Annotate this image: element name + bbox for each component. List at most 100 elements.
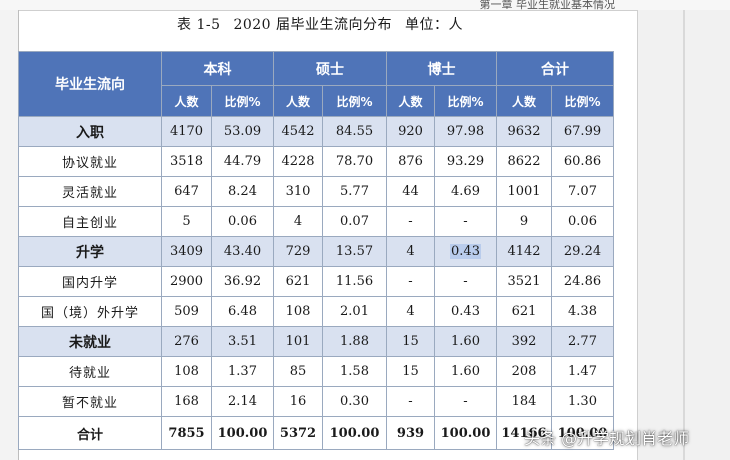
left-margin <box>0 10 18 460</box>
pct-header: 比例% <box>551 85 614 117</box>
row-label: 待就业 <box>18 356 162 387</box>
header-sub-row: 人数 比例% 人数 比例% 人数 比例% 人数 比例% <box>19 85 614 117</box>
cell-total-count: 392 <box>496 326 552 357</box>
cell-undergrad-count: 2900 <box>161 266 212 297</box>
cell-total-count: 9 <box>496 206 552 237</box>
cell-master-count: 101 <box>273 326 323 357</box>
group-header-undergrad: 本科 <box>161 51 274 86</box>
table-row: 灵活就业 647 8.24 310 5.77 44 4.69 1001 7.07 <box>18 176 614 207</box>
pct-header: 比例% <box>211 85 274 117</box>
table-row: 协议就业 3518 44.79 4228 78.70 876 93.29 8622 60.86 <box>18 146 614 177</box>
selected-text-highlight: 0.43 <box>450 244 481 259</box>
row-label: 灵活就业 <box>18 176 162 207</box>
cell-doctor-pct: 1.60 <box>434 326 497 357</box>
row-label: 入职 <box>18 116 162 147</box>
cell-doctor-pct: 4.69 <box>434 176 497 207</box>
cell-total-count: 1001 <box>496 176 552 207</box>
cell-master-pct: 11.56 <box>322 266 387 297</box>
cell-undergrad-count: 108 <box>161 356 212 387</box>
running-head: 第一章 毕业生就业基本情况 <box>479 0 616 11</box>
cell-total-pct: 4.38 <box>551 296 614 327</box>
cell-total-count: 3521 <box>496 266 552 297</box>
table-body: 入职 4170 53.09 4542 84.55 920 97.98 9632 67.99 协议就… <box>18 116 614 450</box>
cell-undergrad-count: 7855 <box>161 416 212 450</box>
row-label: 合计 <box>18 416 162 450</box>
category-row: 入职 4170 53.09 4542 84.55 920 97.98 9632 67.99 <box>18 116 614 147</box>
cell-master-pct: 13.57 <box>322 236 387 267</box>
cell-total-pct: 60.86 <box>551 146 614 177</box>
cell-total-count: 208 <box>496 356 552 387</box>
cell-master-count: 16 <box>273 386 323 417</box>
cell-master-pct: 5.77 <box>322 176 387 207</box>
cell-doctor-count: 4 <box>386 296 435 327</box>
table-row: 国（境）外升学 509 6.48 108 2.01 4 0.43 621 4.38 <box>18 296 614 327</box>
table-row: 待就业 108 1.37 85 1.58 15 1.60 208 1.47 <box>18 356 614 387</box>
cell-undergrad-count: 509 <box>161 296 212 327</box>
cell-master-pct: 0.07 <box>322 206 387 237</box>
cell-master-count: 729 <box>273 236 323 267</box>
pct-header: 比例% <box>322 85 387 117</box>
cell-doctor-pct: 93.29 <box>434 146 497 177</box>
cell-master-pct: 84.55 <box>322 116 387 147</box>
cell-undergrad-count: 276 <box>161 326 212 357</box>
cell-master-pct: 78.70 <box>322 146 387 177</box>
table-unit: 单位：人 <box>405 17 463 33</box>
cell-doctor-count: 876 <box>386 146 435 177</box>
cell-undergrad-pct: 53.09 <box>211 116 274 147</box>
cell-undergrad-pct: 44.79 <box>211 146 274 177</box>
cell-doctor-count: 920 <box>386 116 435 147</box>
cell-master-pct: 0.30 <box>322 386 387 417</box>
cell-total-pct: 0.06 <box>551 206 614 237</box>
cell-total-pct: 100.00 <box>551 416 614 450</box>
row-label: 自主创业 <box>18 206 162 237</box>
cell-master-pct: 100.00 <box>322 416 387 450</box>
watermark: 头条 @升学规划肖老师 <box>524 424 689 450</box>
cell-total-count: 621 <box>496 296 552 327</box>
cell-doctor-count: - <box>386 386 435 417</box>
cell-master-pct: 1.88 <box>322 326 387 357</box>
cell-doctor-pct: - <box>434 266 497 297</box>
cell-doctor-count: 4 <box>386 236 435 267</box>
cell-undergrad-count: 5 <box>161 206 212 237</box>
cell-doctor-count: 939 <box>386 416 435 450</box>
cell-undergrad-pct: 8.24 <box>211 176 274 207</box>
cell-doctor-pct: 0.43 <box>434 236 497 267</box>
cell-doctor-count: - <box>386 266 435 297</box>
row-label: 协议就业 <box>18 146 162 177</box>
group-header-doctor: 博士 <box>386 51 497 86</box>
page-top-strip: 第一章 毕业生就业基本情况 <box>0 0 730 11</box>
cell-undergrad-pct: 1.37 <box>211 356 274 387</box>
table-title: 2020 届毕业生流向分布 <box>233 17 393 33</box>
cell-total-pct: 67.99 <box>551 116 614 147</box>
cell-undergrad-pct: 0.06 <box>211 206 274 237</box>
header-group-row: 毕业生流向 本科 硕士 博士 合计 <box>18 51 614 117</box>
cell-undergrad-count: 3409 <box>161 236 212 267</box>
watermark-text: 头条 @升学规划肖老师 <box>524 429 690 448</box>
cell-doctor-count: 44 <box>386 176 435 207</box>
group-header-master: 硕士 <box>273 51 387 86</box>
count-header: 人数 <box>496 85 552 117</box>
count-header: 人数 <box>273 85 323 117</box>
graduate-flow-table: 毕业生流向 本科 硕士 博士 合计 人数 比例% 人数 比例% 人数 比例% 人… <box>18 51 614 450</box>
row-label: 国内升学 <box>18 266 162 297</box>
row-label: 暂不就业 <box>18 386 162 417</box>
category-row: 升学 3409 43.40 729 13.57 4 0.43 4142 29.24 <box>18 236 614 267</box>
table-caption: 表 1-5 2020 届毕业生流向分布 单位：人 <box>0 14 640 34</box>
cell-master-pct: 2.01 <box>322 296 387 327</box>
cell-doctor-count: 15 <box>386 326 435 357</box>
cell-total-pct: 2.77 <box>551 326 614 357</box>
cell-master-count: 4542 <box>273 116 323 147</box>
cell-master-count: 621 <box>273 266 323 297</box>
cell-total-count: 184 <box>496 386 552 417</box>
cell-doctor-pct: 100.00 <box>434 416 497 450</box>
cell-undergrad-count: 4170 <box>161 116 212 147</box>
cell-doctor-count: - <box>386 206 435 237</box>
category-row: 未就业 276 3.51 101 1.88 15 1.60 392 2.77 <box>18 326 614 357</box>
cell-undergrad-pct: 43.40 <box>211 236 274 267</box>
right-margin <box>638 10 730 460</box>
total-row: 合计 7855 100.00 5372 100.00 939 100.00 14166 100.… <box>18 416 614 450</box>
group-header-total: 合计 <box>496 51 614 86</box>
cell-undergrad-pct: 100.00 <box>211 416 274 450</box>
cell-doctor-pct: 97.98 <box>434 116 497 147</box>
cell-doctor-pct: 1.60 <box>434 356 497 387</box>
